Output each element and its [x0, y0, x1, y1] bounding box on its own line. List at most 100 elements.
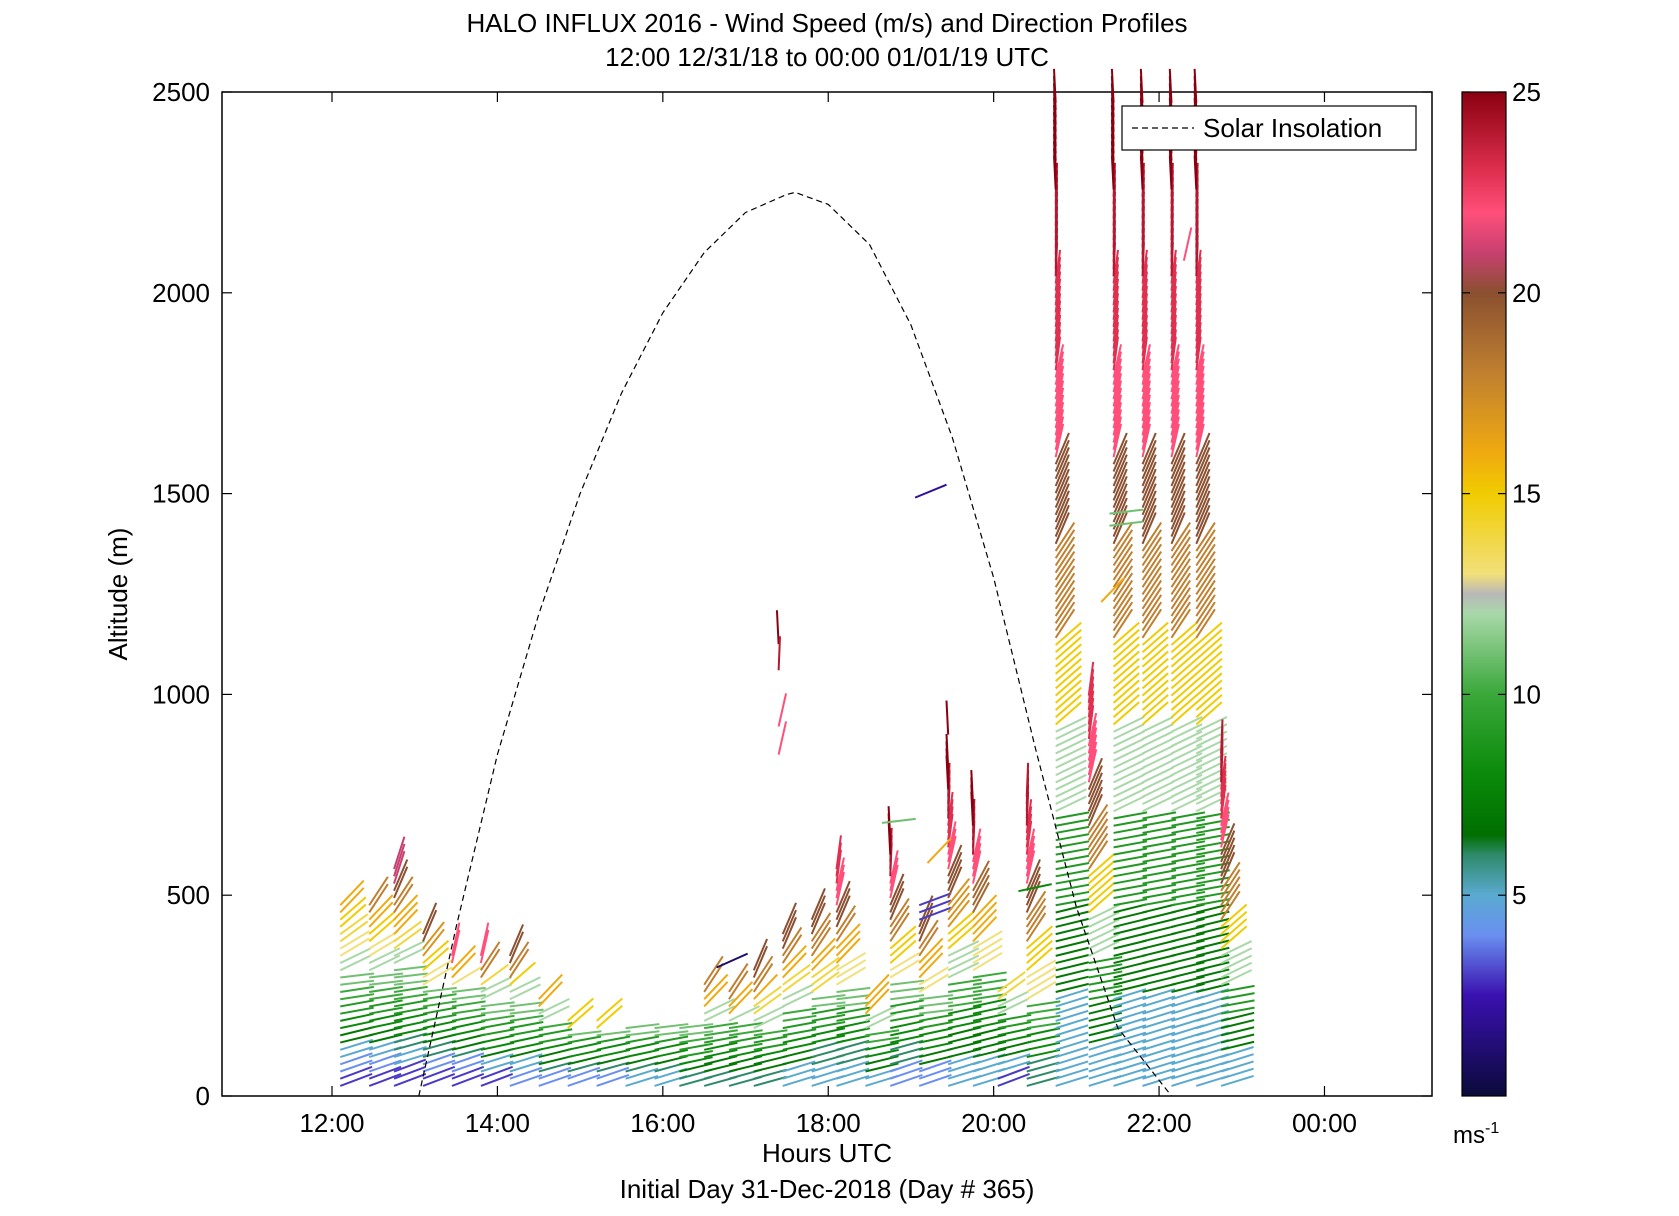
wind-barb — [1055, 869, 1090, 878]
wind-barb — [753, 985, 782, 1008]
wind-barb — [1026, 973, 1057, 993]
wind-barb — [752, 945, 768, 978]
wind-barb — [972, 1020, 1007, 1030]
wind-barb — [1170, 672, 1198, 697]
wind-barb — [1171, 737, 1203, 755]
wind-barb — [567, 1073, 601, 1087]
wind-barb — [1113, 723, 1145, 740]
wind-barb — [509, 976, 541, 993]
wind-barb — [1195, 529, 1216, 559]
wind-barb — [1055, 932, 1089, 943]
wind-barb — [509, 1021, 544, 1030]
wind-barb — [918, 926, 939, 957]
wind-barb — [1054, 423, 1065, 458]
wind-barb — [1141, 512, 1157, 545]
wind-barb — [1112, 550, 1134, 581]
wind-barb — [1026, 1068, 1060, 1080]
wind-barb — [368, 910, 396, 935]
wind-barb — [1141, 468, 1157, 501]
wind-barb — [972, 937, 1003, 957]
wind-barb — [1026, 932, 1053, 957]
wind-barb — [782, 1028, 817, 1037]
wind-barb — [1113, 954, 1147, 965]
wind-barb — [1113, 968, 1147, 979]
wind-barb — [1088, 1011, 1123, 1022]
wind-barb — [1142, 954, 1176, 965]
wind-barb — [1196, 917, 1230, 928]
wind-barb — [1025, 897, 1047, 928]
wind-barb — [393, 979, 428, 986]
wind-barb — [835, 871, 845, 906]
wind-barb — [1170, 416, 1180, 451]
y-tick-label: 2500 — [152, 77, 210, 107]
wind-barb — [1141, 657, 1169, 682]
wind-barb — [1171, 876, 1206, 885]
wind-barb — [1142, 730, 1174, 748]
wind-barb — [1220, 719, 1224, 754]
wind-barb — [1142, 795, 1174, 813]
wind-barb — [1100, 576, 1126, 603]
wind-barb — [369, 993, 403, 1001]
wind-barb — [1195, 373, 1205, 407]
wind-barb — [1087, 765, 1103, 798]
wind-barb — [1195, 461, 1211, 494]
wind-barb — [1220, 861, 1241, 892]
wind-barb — [451, 1047, 485, 1059]
wind-barb — [1113, 1046, 1147, 1059]
wind-barb — [368, 894, 394, 921]
wind-barb — [1055, 694, 1082, 719]
wind-barb — [1054, 543, 1076, 574]
plot-area — [221, 91, 1433, 1097]
wind-barb — [947, 821, 957, 855]
wind-barb — [1195, 423, 1205, 458]
wind-barb — [596, 1004, 623, 1029]
wind-barb — [1113, 759, 1145, 777]
wind-barb — [567, 1041, 602, 1051]
wind-barb — [1026, 959, 1057, 979]
wind-barb — [1142, 1067, 1176, 1080]
wind-barb — [1053, 68, 1057, 103]
wind-barb — [1196, 910, 1230, 921]
wind-barb — [1141, 594, 1163, 624]
wind-barb — [1113, 840, 1148, 849]
wind-barb — [1195, 565, 1216, 595]
wind-barb — [1195, 572, 1216, 603]
wind-barb — [918, 899, 952, 914]
wind-barb — [368, 1073, 402, 1087]
wind-barb — [538, 973, 563, 1000]
wind-barb — [596, 1066, 630, 1080]
wind-barb — [480, 948, 501, 979]
wind-barb — [1171, 840, 1206, 849]
wind-barb — [811, 1021, 846, 1030]
wind-barb — [480, 1060, 514, 1073]
wind-barb — [538, 997, 570, 1015]
wind-barb — [451, 1052, 485, 1066]
wind-barb — [625, 1035, 660, 1044]
wind-barb — [1113, 1009, 1147, 1022]
wind-barb — [1087, 832, 1109, 863]
wind-barb — [1220, 890, 1241, 921]
solar-insolation-curve — [418, 191, 1172, 1097]
wind-barb — [752, 955, 774, 986]
wind-barb — [1055, 1031, 1089, 1044]
wind-barb — [972, 901, 998, 928]
wind-barb — [1088, 984, 1123, 993]
wind-barb — [919, 1013, 953, 1022]
wind-barb — [836, 1001, 871, 1008]
wind-barb — [972, 1012, 1007, 1022]
wind-barb — [509, 1073, 543, 1087]
wind-barb — [1142, 1002, 1176, 1015]
wind-barb — [1170, 249, 1177, 284]
wind-barb — [1195, 416, 1205, 451]
wind-barb — [997, 1040, 1032, 1051]
wind-barb — [393, 965, 428, 972]
wind-barb — [1142, 988, 1176, 1001]
wind-barb — [835, 835, 842, 870]
wind-barb — [919, 1041, 953, 1051]
wind-barb — [393, 1058, 427, 1073]
wind-barb — [919, 1027, 953, 1037]
wind-barb — [509, 1066, 543, 1080]
wind-barb — [1171, 982, 1205, 993]
wind-barb — [1054, 490, 1070, 523]
wind-barb — [509, 1060, 543, 1073]
